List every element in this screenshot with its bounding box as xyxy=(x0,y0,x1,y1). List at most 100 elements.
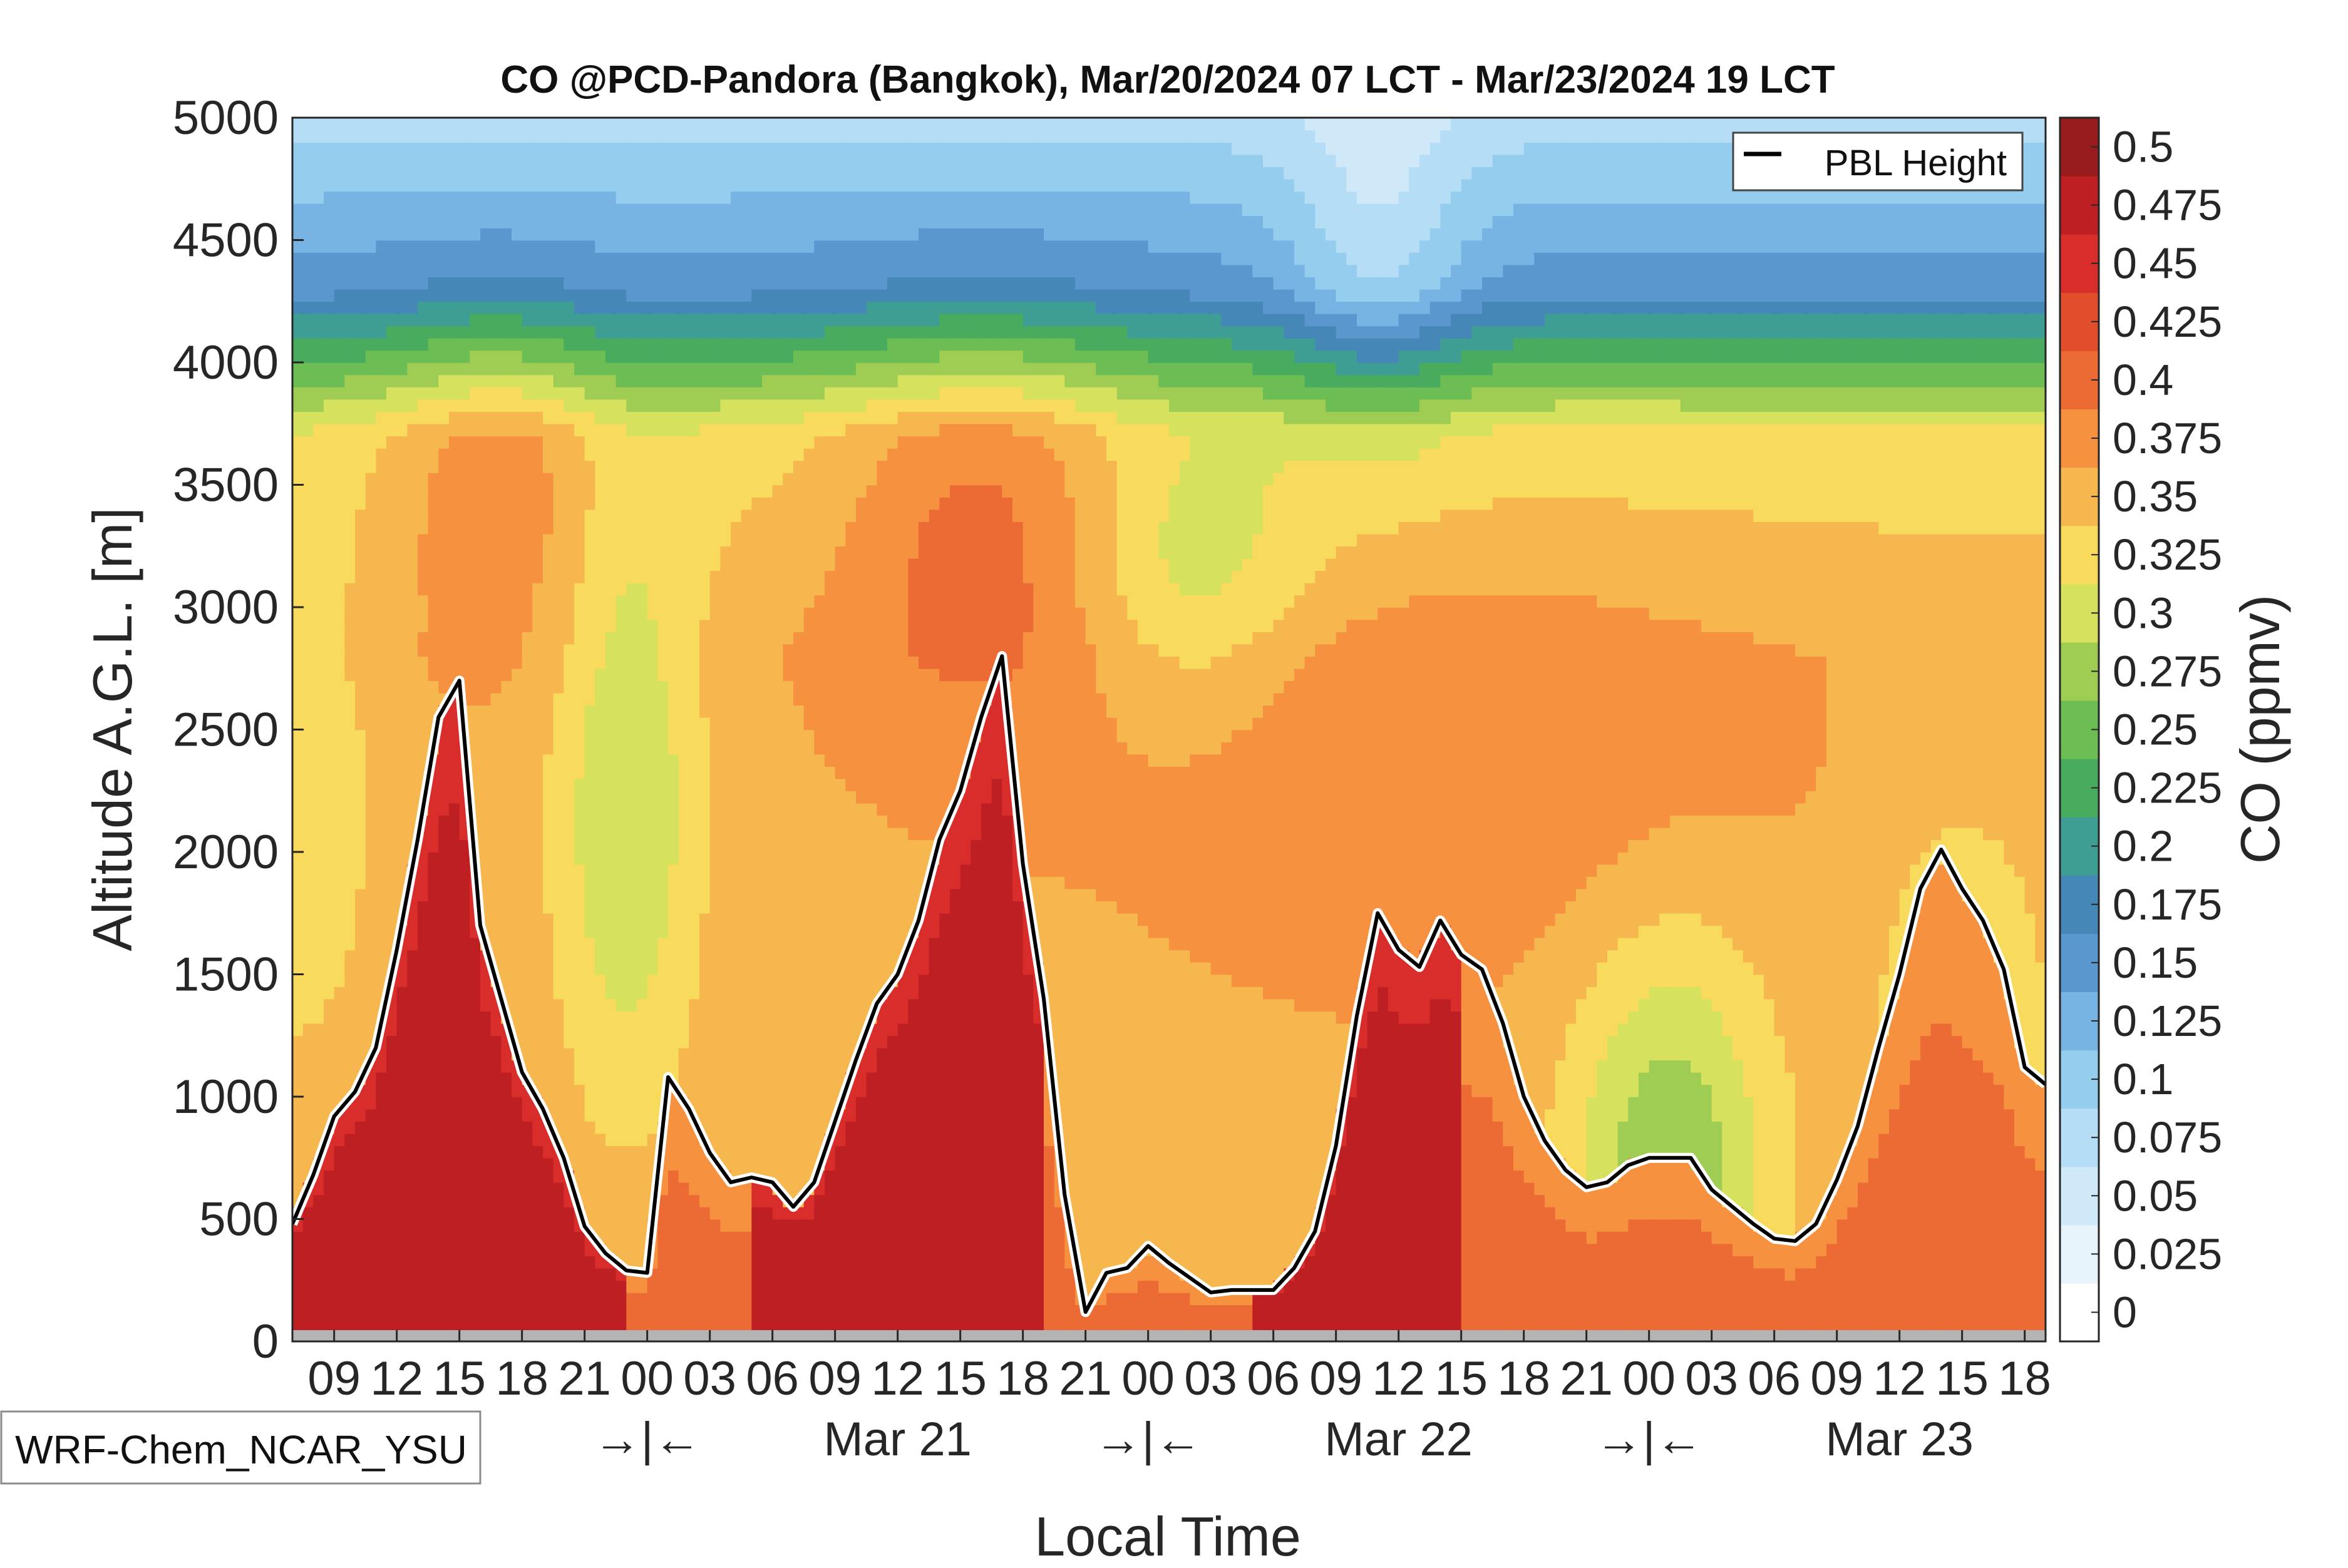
heatmap-cell xyxy=(449,913,460,926)
heatmap-cell xyxy=(584,962,596,975)
heatmap-cell xyxy=(480,533,492,546)
heatmap-cell xyxy=(480,876,492,889)
heatmap-cell xyxy=(803,1243,815,1256)
heatmap-cell xyxy=(480,632,492,645)
heatmap-cell xyxy=(418,387,429,400)
heatmap-cell xyxy=(626,1256,637,1269)
heatmap-cell xyxy=(564,815,575,828)
heatmap-cell xyxy=(532,582,543,596)
heatmap-cell xyxy=(657,778,669,792)
heatmap-cell xyxy=(574,521,585,535)
heatmap-cell xyxy=(386,802,398,816)
heatmap-cell xyxy=(564,497,575,510)
heatmap-cell xyxy=(376,313,387,327)
heatmap-cell xyxy=(407,962,418,975)
heatmap-cell xyxy=(595,974,606,987)
heatmap-cell xyxy=(637,521,648,535)
heatmap-cell xyxy=(699,460,711,473)
heatmap-cell xyxy=(647,484,659,498)
heatmap-cell xyxy=(668,607,679,620)
heatmap-cell xyxy=(449,852,460,865)
heatmap-cell xyxy=(365,729,377,742)
heatmap-cell xyxy=(772,1316,784,1330)
heatmap-cell xyxy=(564,974,575,987)
heatmap-cell xyxy=(324,1084,335,1097)
heatmap-cell xyxy=(470,619,481,632)
heatmap-cell xyxy=(344,546,356,559)
heatmap-cell xyxy=(532,680,543,694)
heatmap-cell xyxy=(543,852,554,865)
heatmap-cell xyxy=(386,264,398,277)
heatmap-cell xyxy=(407,1304,418,1318)
heatmap-cell xyxy=(313,1084,324,1097)
heatmap-cell xyxy=(376,436,387,449)
heatmap-cell xyxy=(292,215,304,228)
heatmap-cell xyxy=(324,1035,335,1048)
heatmap-cell xyxy=(313,362,324,376)
heatmap-cell xyxy=(595,901,606,914)
heatmap-cell xyxy=(522,191,533,204)
heatmap-cell xyxy=(386,1109,398,1122)
heatmap-cell xyxy=(324,423,335,437)
heatmap-cell xyxy=(637,1280,648,1293)
heatmap-cell xyxy=(459,289,471,302)
heatmap-cell xyxy=(355,325,366,339)
heatmap-cell xyxy=(334,937,346,951)
heatmap-cell xyxy=(292,1072,304,1085)
heatmap-cell xyxy=(637,656,648,669)
heatmap-cell xyxy=(480,387,492,400)
heatmap-cell xyxy=(313,901,324,914)
heatmap-cell xyxy=(689,570,700,583)
heatmap-cell xyxy=(438,962,450,975)
heatmap-cell xyxy=(355,680,366,694)
heatmap-cell xyxy=(762,839,773,853)
heatmap-cell xyxy=(584,1047,596,1061)
heatmap-cell xyxy=(709,264,721,277)
heatmap-cell xyxy=(584,215,596,228)
heatmap-cell xyxy=(344,1109,356,1122)
heatmap-cell xyxy=(762,876,773,889)
heatmap-cell xyxy=(302,362,314,376)
heatmap-cell xyxy=(344,1280,356,1293)
heatmap-cell xyxy=(605,582,617,596)
heatmap-cell xyxy=(741,509,753,522)
heatmap-cell xyxy=(605,864,617,877)
heatmap-cell xyxy=(720,277,731,290)
heatmap-cell xyxy=(647,203,659,217)
heatmap-cell xyxy=(324,533,335,546)
heatmap-cell xyxy=(678,607,690,620)
heatmap-cell xyxy=(543,203,554,217)
heatmap-cell xyxy=(709,998,721,1012)
heatmap-cell xyxy=(302,191,314,204)
heatmap-cell xyxy=(501,240,512,253)
heatmap-cell xyxy=(396,570,408,583)
heatmap-cell xyxy=(480,717,492,730)
heatmap-cell xyxy=(678,729,690,742)
heatmap-cell xyxy=(334,1072,346,1085)
heatmap-cell xyxy=(584,692,596,706)
heatmap-cell xyxy=(355,742,366,755)
heatmap-cell xyxy=(783,167,794,180)
heatmap-cell xyxy=(626,154,637,167)
heatmap-cell xyxy=(772,1157,784,1171)
heatmap-cell xyxy=(313,1035,324,1048)
heatmap-cell xyxy=(709,521,721,535)
heatmap-cell xyxy=(668,950,679,963)
heatmap-cell xyxy=(470,680,481,694)
heatmap-cell xyxy=(449,1268,460,1281)
heatmap-cell xyxy=(595,864,606,877)
heatmap-cell xyxy=(344,766,356,779)
heatmap-cell xyxy=(459,1170,471,1183)
heatmap-cell xyxy=(396,1145,408,1159)
heatmap-cell xyxy=(407,937,418,951)
heatmap-cell xyxy=(407,154,418,167)
heatmap-cell xyxy=(615,191,627,204)
heatmap-cell xyxy=(292,362,304,376)
heatmap-cell xyxy=(637,582,648,596)
heatmap-cell xyxy=(302,1219,314,1232)
heatmap-cell xyxy=(501,546,512,559)
heatmap-cell xyxy=(709,791,721,804)
heatmap-cell xyxy=(543,1060,554,1073)
heatmap-cell xyxy=(386,717,398,730)
heatmap-cell xyxy=(543,1084,554,1097)
